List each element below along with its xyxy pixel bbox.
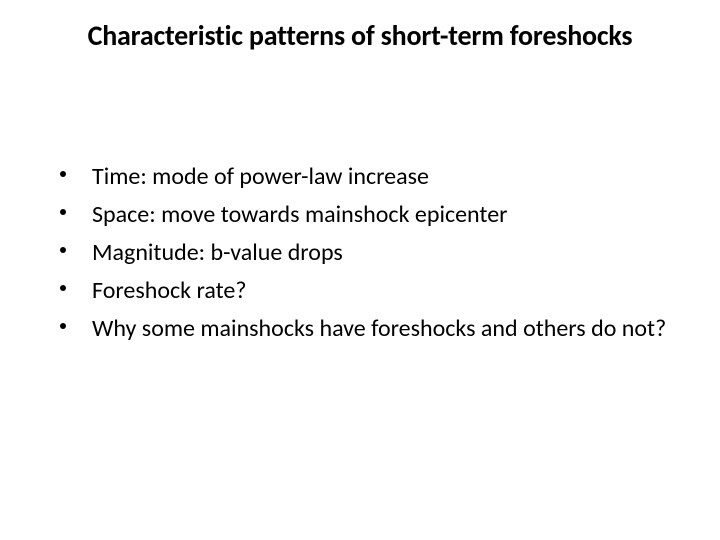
bullet-icon (60, 209, 66, 215)
bullet-text: Space: move towards mainshock epicenter (92, 200, 508, 229)
bullet-text: Time: mode of power-law increase (92, 162, 429, 191)
slide-title: Characteristic patterns of short-term fo… (0, 18, 720, 53)
list-item: Why some mainshocks have foreshocks and … (54, 312, 684, 346)
slide: Characteristic patterns of short-term fo… (0, 0, 720, 540)
bullet-text: Foreshock rate? (92, 276, 246, 305)
list-item: Foreshock rate? (54, 274, 684, 308)
list-item: Time: mode of power-law increase (54, 160, 684, 194)
list-item: Magnitude: b-value drops (54, 236, 684, 270)
bullet-icon (60, 323, 66, 329)
bullet-icon (60, 171, 66, 177)
bullet-icon (60, 247, 66, 253)
bullet-text: Why some mainshocks have foreshocks and … (92, 314, 666, 343)
bullet-region: Time: mode of power-law increase Space: … (54, 160, 684, 350)
list-item: Space: move towards mainshock epicenter (54, 198, 684, 232)
bullet-text: Magnitude: b-value drops (92, 238, 343, 267)
bullet-icon (60, 285, 66, 291)
bullet-list: Time: mode of power-law increase Space: … (54, 160, 684, 346)
